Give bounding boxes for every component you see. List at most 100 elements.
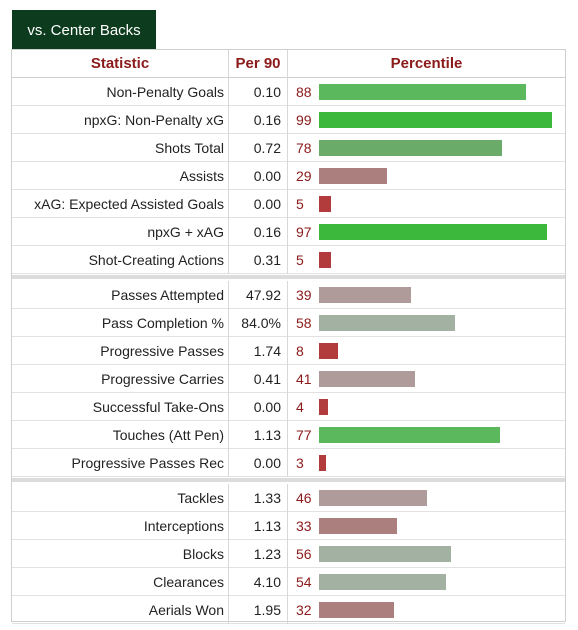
percentile-value: 39 <box>296 287 312 303</box>
percentile-bar <box>319 343 338 359</box>
percentile-value: 46 <box>296 490 312 506</box>
table-row: Interceptions 1.13 33 <box>12 512 565 540</box>
per90-value: 0.72 <box>228 134 288 162</box>
table-row: Progressive Carries 0.41 41 <box>12 365 565 393</box>
percentile-value: 88 <box>296 84 312 100</box>
table-row: npxG: Non-Penalty xG 0.16 99 <box>12 106 565 134</box>
table-row: Touches (Att Pen) 1.13 77 <box>12 421 565 449</box>
percentile-value: 5 <box>296 196 304 212</box>
per90-value: 1.95 <box>228 596 288 624</box>
per90-value: 1.13 <box>228 421 288 449</box>
percentile-bar <box>319 427 500 443</box>
table-row: Successful Take-Ons 0.00 4 <box>12 393 565 421</box>
statistic-name: Interceptions <box>143 518 224 534</box>
statistic-name: Progressive Passes Rec <box>71 455 224 471</box>
per90-value: 1.23 <box>228 540 288 568</box>
percentile-value: 54 <box>296 574 312 590</box>
per90-value: 0.00 <box>228 449 288 477</box>
table-row: Assists 0.00 29 <box>12 162 565 190</box>
header-statistic[interactable]: Statistic <box>90 55 150 72</box>
statistic-name: Shots Total <box>154 140 224 156</box>
per90-value: 1.13 <box>228 512 288 540</box>
percentile-value: 58 <box>296 315 312 331</box>
percentile-bar <box>319 224 547 240</box>
percentile-value: 41 <box>296 371 312 387</box>
statistic-name: npxG + xAG <box>147 224 224 240</box>
percentile-value: 78 <box>296 140 312 156</box>
statistic-name: Successful Take-Ons <box>92 399 224 415</box>
percentile-bar <box>319 399 328 415</box>
statistic-name: Shot-Creating Actions <box>88 252 224 268</box>
percentile-bar <box>319 112 552 128</box>
percentile-value: 29 <box>296 168 312 184</box>
per90-value: 84.0% <box>228 309 288 337</box>
per90-value: 0.00 <box>228 190 288 218</box>
percentile-bar <box>319 84 526 100</box>
percentile-bar <box>319 287 411 303</box>
percentile-bar <box>319 518 397 534</box>
tab-vs-center-backs[interactable]: vs. Center Backs <box>12 10 156 50</box>
percentile-bar <box>319 371 415 387</box>
table-row: Shots Total 0.72 78 <box>12 134 565 162</box>
statistic-name: npxG: Non-Penalty xG <box>83 112 224 128</box>
percentile-value: 3 <box>296 455 304 471</box>
percentile-value: 56 <box>296 546 312 562</box>
statistic-name: Pass Completion % <box>101 315 224 331</box>
statistic-name: Clearances <box>153 574 224 590</box>
percentile-value: 99 <box>296 112 312 128</box>
percentile-bar <box>319 546 451 562</box>
percentile-value: 97 <box>296 224 312 240</box>
group-separator <box>12 478 565 482</box>
header-percentile[interactable]: Percentile <box>390 55 463 72</box>
table-row: Tackles 1.33 46 <box>12 484 565 512</box>
per90-value: 47.92 <box>228 281 288 309</box>
table-row: xAG: Expected Assisted Goals 0.00 5 <box>12 190 565 218</box>
table-row: Non-Penalty Goals 0.10 88 <box>12 78 565 106</box>
table-row: Pass Completion % 84.0% 58 <box>12 309 565 337</box>
percentile-bar <box>319 490 427 506</box>
statistic-name: Assists <box>179 168 224 184</box>
percentile-value: 5 <box>296 252 304 268</box>
statistic-name: Non-Penalty Goals <box>106 84 224 100</box>
table-row: Progressive Passes Rec 0.00 3 <box>12 449 565 477</box>
statistic-name: Aerials Won <box>148 602 224 618</box>
per90-value: 0.00 <box>228 162 288 190</box>
table-row: Progressive Passes 1.74 8 <box>12 337 565 365</box>
percentile-bar <box>319 140 502 156</box>
per90-value: 0.16 <box>228 106 288 134</box>
statistic-name: Progressive Passes <box>100 343 224 359</box>
percentile-bar <box>319 315 455 331</box>
percentile-value: 32 <box>296 602 312 618</box>
table-row: Aerials Won 1.95 32 <box>12 596 565 624</box>
statistic-name: Passes Attempted <box>111 287 224 303</box>
percentile-bar <box>319 574 446 590</box>
per90-value: 0.31 <box>228 246 288 274</box>
percentile-value: 77 <box>296 427 312 443</box>
statistic-name: Progressive Carries <box>101 371 224 387</box>
statistic-name: Tackles <box>177 490 224 506</box>
percentile-bar <box>319 252 331 268</box>
percentile-table: Statistic Per 90 Percentile Non-Penalty … <box>11 49 566 624</box>
per90-value: 1.74 <box>228 337 288 365</box>
percentile-bar <box>319 602 394 618</box>
percentile-bar <box>319 196 331 212</box>
percentile-value: 8 <box>296 343 304 359</box>
per90-value: 0.10 <box>228 78 288 106</box>
per90-value: 0.00 <box>228 393 288 421</box>
percentile-value: 33 <box>296 518 312 534</box>
table-row: Shot-Creating Actions 0.31 5 <box>12 246 565 274</box>
percentile-bar <box>319 168 387 184</box>
statistic-name: Touches (Att Pen) <box>112 427 224 443</box>
group-separator <box>12 275 565 279</box>
header-per90[interactable]: Per 90 <box>228 50 288 78</box>
statistic-name: xAG: Expected Assisted Goals <box>34 196 224 212</box>
table-row: npxG + xAG 0.16 97 <box>12 218 565 246</box>
table-row: Passes Attempted 47.92 39 <box>12 281 565 309</box>
percentile-value: 4 <box>296 399 304 415</box>
percentile-bar <box>319 455 326 471</box>
per90-value: 1.33 <box>228 484 288 512</box>
per90-value: 0.16 <box>228 218 288 246</box>
per90-value: 4.10 <box>228 568 288 596</box>
statistic-name: Blocks <box>182 546 224 562</box>
table-row: Clearances 4.10 54 <box>12 568 565 596</box>
